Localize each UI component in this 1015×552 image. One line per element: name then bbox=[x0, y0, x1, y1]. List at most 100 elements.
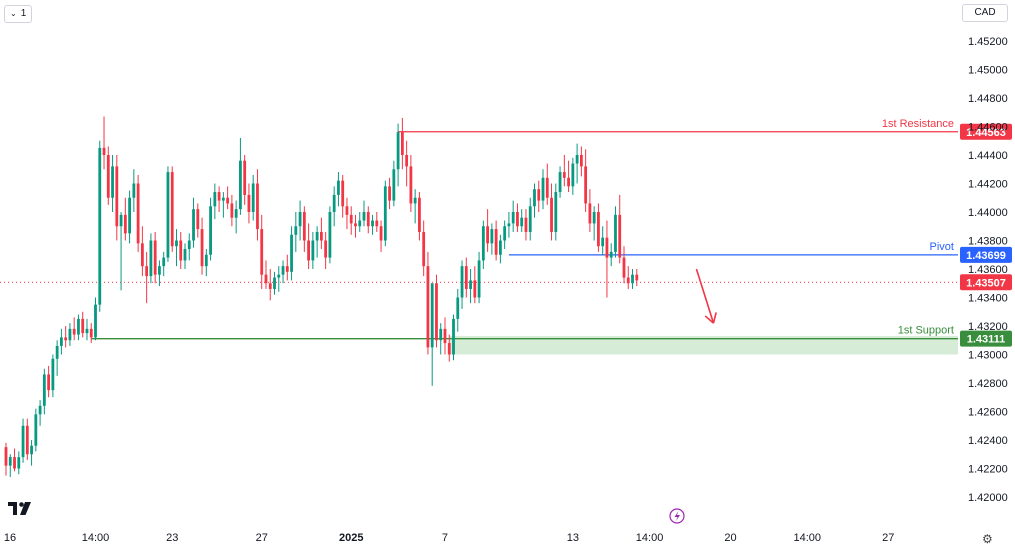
candle bbox=[21, 418, 25, 463]
candle bbox=[260, 214, 264, 289]
candle bbox=[575, 143, 579, 184]
candle bbox=[98, 140, 102, 312]
candle bbox=[175, 229, 178, 267]
tradingview-logo-icon[interactable] bbox=[8, 502, 32, 521]
pivot-label: Pivot bbox=[930, 241, 954, 253]
candle bbox=[516, 203, 519, 232]
1st-resistance-price-tag-text: 1.44563 bbox=[966, 127, 1006, 139]
candle bbox=[554, 183, 558, 241]
candle bbox=[277, 266, 281, 292]
candle bbox=[247, 183, 251, 224]
candle bbox=[256, 169, 259, 241]
y-tick-label: 1.43800 bbox=[968, 236, 1008, 248]
candle bbox=[464, 257, 468, 298]
candle bbox=[132, 169, 136, 212]
candle bbox=[273, 271, 276, 295]
candle bbox=[8, 454, 12, 478]
candle bbox=[473, 266, 477, 304]
candle bbox=[281, 260, 285, 284]
candle bbox=[601, 226, 605, 255]
candle bbox=[605, 220, 609, 298]
support-zone bbox=[449, 335, 958, 355]
x-tick-label: 14:00 bbox=[636, 532, 664, 544]
candle bbox=[626, 266, 630, 289]
candle bbox=[234, 200, 238, 234]
x-tick-label: 23 bbox=[166, 532, 178, 544]
candle bbox=[200, 217, 204, 275]
gear-icon[interactable]: ⚙ bbox=[982, 532, 993, 546]
candle bbox=[439, 323, 443, 355]
candle bbox=[221, 192, 225, 218]
candle bbox=[545, 163, 549, 205]
candle bbox=[490, 223, 494, 255]
candle bbox=[264, 260, 268, 289]
candle bbox=[430, 283, 434, 386]
candle bbox=[614, 206, 617, 258]
candle bbox=[140, 226, 144, 277]
x-tick-label: 16 bbox=[4, 532, 16, 544]
candle bbox=[217, 186, 221, 212]
y-tick-label: 1.44200 bbox=[968, 179, 1008, 191]
candle bbox=[243, 155, 247, 205]
candle bbox=[477, 251, 481, 304]
candle bbox=[524, 209, 528, 241]
y-tick-label: 1.44600 bbox=[968, 122, 1008, 134]
candle bbox=[145, 251, 149, 304]
candle bbox=[290, 226, 293, 281]
candle bbox=[609, 243, 613, 267]
x-tick-label: 7 bbox=[442, 532, 448, 544]
y-tick-label: 1.44000 bbox=[968, 207, 1008, 219]
1st-resistance-label: 1st Resistance bbox=[882, 118, 954, 130]
y-tick-label: 1.43400 bbox=[968, 293, 1008, 305]
candle bbox=[230, 194, 234, 227]
candle bbox=[158, 260, 161, 287]
candle bbox=[4, 442, 8, 476]
y-tick-label: 1.42200 bbox=[968, 464, 1008, 476]
candle bbox=[64, 326, 68, 348]
candle bbox=[302, 206, 306, 252]
candle bbox=[498, 234, 502, 264]
candle bbox=[418, 192, 421, 241]
candle bbox=[25, 418, 29, 460]
interval-selector[interactable]: ⌄ 1 bbox=[4, 5, 33, 23]
candle bbox=[494, 220, 498, 261]
chevron-down-icon: ⌄ bbox=[10, 9, 17, 18]
candle bbox=[571, 157, 575, 195]
candle bbox=[42, 368, 46, 415]
forecast-down-arrow-icon bbox=[695, 268, 717, 324]
candle bbox=[183, 243, 187, 269]
x-tick-label: 27 bbox=[882, 532, 894, 544]
x-tick-label: 14:00 bbox=[82, 532, 110, 544]
candle bbox=[507, 212, 511, 238]
candle bbox=[213, 183, 217, 220]
candle bbox=[584, 149, 588, 212]
candle bbox=[456, 288, 460, 332]
candle bbox=[319, 217, 323, 250]
candle bbox=[13, 448, 16, 472]
candle bbox=[187, 233, 191, 261]
candle bbox=[562, 155, 566, 187]
candle bbox=[354, 214, 357, 238]
candle bbox=[128, 190, 131, 244]
interval-label: 1 bbox=[20, 8, 27, 19]
candle bbox=[324, 231, 328, 269]
candle bbox=[60, 328, 63, 355]
candle bbox=[469, 269, 472, 304]
lightning-icon[interactable] bbox=[669, 508, 685, 524]
candle bbox=[115, 155, 119, 241]
candle bbox=[443, 317, 447, 355]
candle bbox=[268, 269, 272, 301]
candle bbox=[550, 183, 553, 241]
candle bbox=[405, 140, 409, 187]
candle bbox=[341, 174, 345, 218]
candle bbox=[294, 212, 298, 252]
currency-selector[interactable]: CAD bbox=[962, 4, 1008, 22]
candle bbox=[166, 166, 170, 262]
x-tick-label: 2025 bbox=[339, 532, 363, 544]
candle bbox=[533, 183, 536, 218]
candle bbox=[51, 354, 55, 398]
candle bbox=[72, 317, 76, 341]
y-tick-label: 1.45000 bbox=[968, 65, 1008, 77]
candle bbox=[511, 200, 515, 232]
